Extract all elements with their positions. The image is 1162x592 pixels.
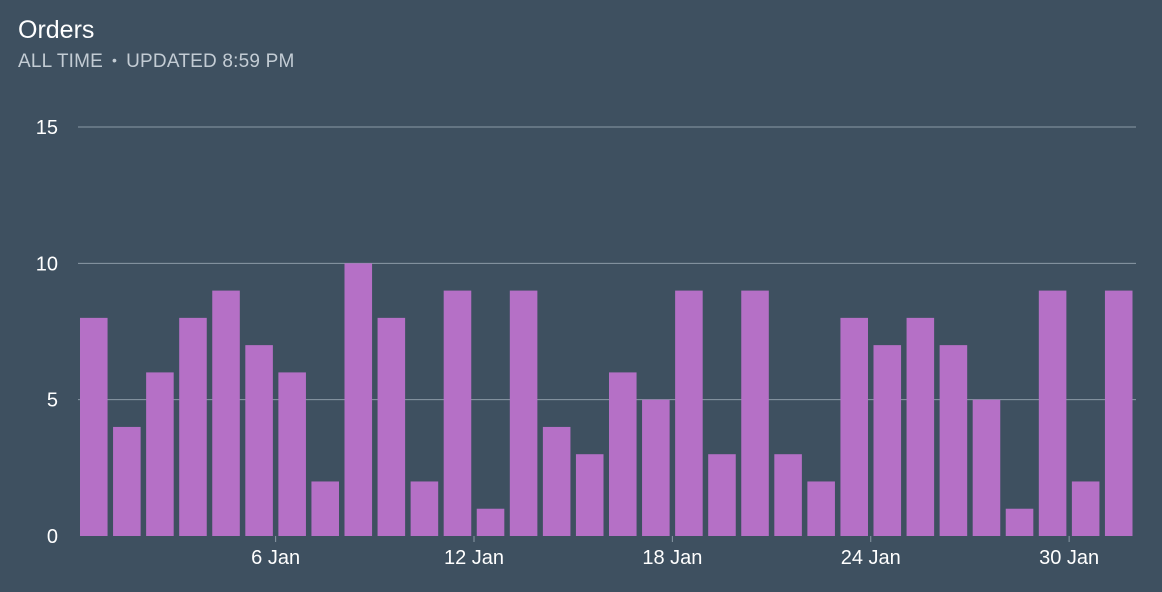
separator-dot: • (112, 52, 118, 68)
bar[interactable] (972, 399, 1001, 536)
bar[interactable] (1005, 508, 1034, 536)
bar[interactable] (113, 426, 141, 536)
bar[interactable] (575, 454, 604, 536)
bar[interactable] (377, 317, 406, 536)
y-axis-tick-labels: 0 5 10 15 (36, 117, 58, 548)
bar[interactable] (609, 372, 637, 536)
bar[interactable] (873, 345, 902, 536)
bar[interactable] (146, 372, 174, 536)
bars (80, 263, 1133, 536)
x-axis-tick-labels: 6 Jan 12 Jan 18 Jan 24 Jan 30 Jan (251, 536, 1099, 569)
bar[interactable] (939, 345, 968, 536)
bar[interactable] (741, 290, 769, 536)
bar[interactable] (509, 290, 538, 536)
bar[interactable] (642, 399, 670, 536)
x-tick-label: 24 Jan (841, 547, 901, 569)
bar[interactable] (344, 263, 373, 536)
bar[interactable] (179, 317, 207, 536)
x-tick-label: 30 Jan (1039, 547, 1099, 569)
chart-header: Orders ALL TIME • UPDATED 8:59 PM (18, 14, 295, 76)
bar[interactable] (906, 317, 935, 536)
bar[interactable] (1038, 290, 1067, 536)
x-tick-label: 6 Jan (251, 547, 300, 569)
bar[interactable] (840, 317, 868, 536)
bar[interactable] (774, 454, 802, 536)
bar[interactable] (311, 481, 339, 536)
bar[interactable] (1071, 481, 1100, 536)
bar[interactable] (807, 481, 835, 536)
chart-subtitle: ALL TIME • UPDATED 8:59 PM (18, 46, 295, 76)
bar[interactable] (542, 426, 571, 536)
x-tick-label: 12 Jan (444, 547, 504, 569)
y-tick-label: 0 (47, 526, 58, 548)
bar[interactable] (443, 290, 472, 536)
bar[interactable] (1104, 290, 1133, 536)
bar[interactable] (410, 481, 439, 536)
chart-title: Orders (18, 16, 95, 44)
updated-label: UPDATED 8:59 PM (126, 51, 295, 72)
bar[interactable] (708, 454, 736, 536)
time-range-label[interactable]: ALL TIME (18, 51, 104, 72)
y-tick-label: 10 (36, 253, 58, 275)
bar[interactable] (245, 345, 273, 536)
y-tick-label: 5 (47, 390, 58, 412)
bar[interactable] (80, 317, 108, 536)
bar[interactable] (278, 372, 306, 536)
bar[interactable] (675, 290, 703, 536)
bar[interactable] (212, 290, 240, 536)
x-tick-label: 18 Jan (642, 547, 702, 569)
y-tick-label: 15 (36, 117, 58, 139)
bar[interactable] (476, 508, 505, 536)
